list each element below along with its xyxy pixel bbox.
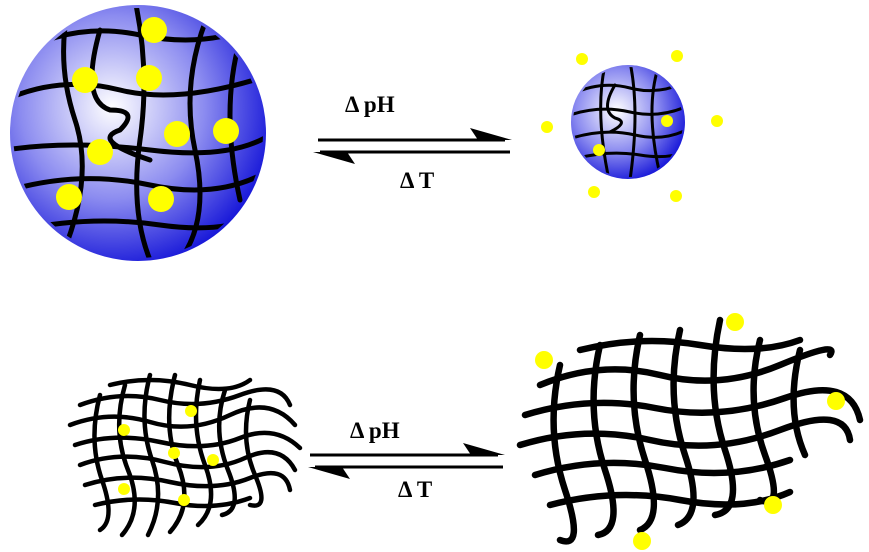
label-reverse: Δ T: [400, 168, 434, 193]
equilibrium-arrow: [308, 443, 505, 479]
diagram: Δ pH Δ T: [0, 0, 869, 552]
label-forward: Δ pH: [350, 418, 400, 443]
collapsed-network: [70, 375, 300, 535]
collapsed-sphere: [541, 50, 723, 202]
page: {"top": {"forward": "Δ pH", "reverse": "…: [0, 0, 869, 552]
swollen-network: [520, 313, 860, 550]
label-forward: Δ pH: [345, 92, 395, 117]
swollen-sphere: [5, 0, 270, 261]
label-reverse: Δ T: [398, 477, 432, 502]
equilibrium-arrow: [313, 128, 512, 164]
